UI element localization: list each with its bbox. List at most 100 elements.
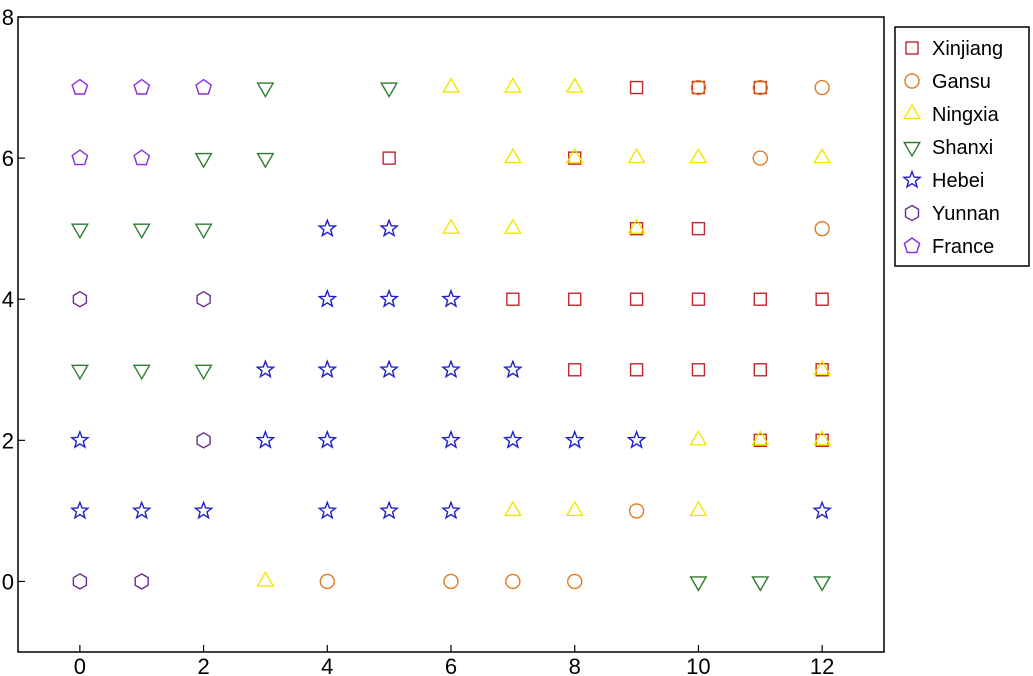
legend-label-gansu: Gansu — [932, 71, 991, 93]
data-point — [752, 150, 768, 166]
data-point — [502, 359, 523, 379]
data-point — [441, 218, 461, 234]
data-point — [440, 288, 462, 308]
series-ningxia — [256, 77, 832, 587]
series-hebei — [69, 218, 833, 520]
data-point — [691, 80, 706, 95]
data-point — [194, 364, 213, 381]
legend-marker-yunnan — [904, 204, 920, 222]
data-point — [628, 503, 645, 519]
x-tick-label: 8 — [569, 654, 581, 676]
y-tick-label: 4 — [2, 287, 14, 312]
data-point — [443, 573, 459, 590]
data-point — [629, 292, 644, 306]
data-points — [69, 77, 833, 592]
data-point — [317, 429, 338, 449]
x-axis: 0 2 4 6 8 10 12 — [74, 645, 834, 676]
data-point — [317, 359, 338, 379]
data-point — [627, 147, 646, 164]
data-point — [815, 292, 829, 306]
data-point — [627, 218, 646, 234]
data-point — [196, 431, 211, 449]
data-point — [69, 500, 90, 520]
data-point — [382, 151, 396, 165]
data-point — [503, 77, 522, 93]
data-point — [256, 152, 275, 169]
data-point — [753, 292, 767, 306]
legend: Xinjiang Gansu Ningxia Shanxi Hebei Yunnan Fra… — [894, 26, 1030, 267]
legend-marker-france — [903, 237, 921, 254]
data-point — [317, 288, 338, 308]
data-point — [440, 429, 462, 449]
data-point — [194, 223, 213, 240]
data-point — [505, 573, 521, 590]
data-point — [751, 576, 770, 592]
legend-label-ningxia: Ningxia — [932, 104, 1000, 126]
series-yunnan — [72, 290, 211, 590]
data-point — [194, 152, 213, 169]
legend-marker-shanxi — [902, 141, 922, 158]
data-point — [564, 429, 585, 449]
y-axis: 0 2 4 6 8 — [2, 5, 25, 594]
data-point — [379, 218, 400, 238]
data-point — [71, 149, 89, 166]
data-point — [69, 429, 90, 449]
data-point — [133, 78, 151, 95]
data-point — [691, 363, 706, 377]
data-point — [813, 576, 832, 592]
legend-label-yunnan: Yunnan — [932, 203, 1000, 225]
data-point — [689, 576, 708, 592]
series-shanxi — [70, 82, 832, 592]
data-point — [565, 147, 584, 164]
data-point — [196, 290, 211, 308]
data-point — [690, 79, 707, 96]
data-point — [567, 573, 583, 590]
data-point — [440, 500, 462, 520]
data-point — [813, 429, 832, 446]
data-point — [132, 364, 151, 381]
data-point — [752, 79, 768, 96]
series-france — [71, 78, 213, 166]
data-point — [132, 223, 151, 240]
data-point — [319, 573, 335, 590]
data-point — [689, 429, 708, 446]
series-gansu — [319, 79, 830, 590]
plot-area — [17, 16, 885, 653]
data-point — [503, 218, 522, 234]
data-point — [379, 359, 400, 379]
data-point — [506, 292, 520, 306]
data-point — [689, 147, 708, 164]
y-tick-label: 6 — [2, 146, 14, 171]
legend-marker-gansu — [904, 73, 920, 89]
data-point — [626, 429, 647, 449]
data-point — [753, 363, 767, 377]
data-point — [380, 82, 399, 98]
data-point — [503, 147, 522, 164]
data-point — [503, 500, 522, 517]
data-point — [440, 359, 462, 379]
legend-marker-hebei — [901, 169, 923, 189]
data-point — [502, 429, 523, 449]
data-point — [689, 500, 708, 517]
data-point — [751, 429, 770, 446]
data-point — [133, 149, 151, 166]
data-point — [568, 292, 582, 306]
x-tick-label: 0 — [74, 654, 86, 676]
data-point — [814, 79, 830, 96]
data-point — [131, 500, 152, 520]
data-point — [813, 147, 832, 164]
x-tick-label: 4 — [321, 654, 333, 676]
data-point — [70, 223, 89, 240]
data-point — [629, 363, 644, 377]
legend-marker-xinjiang — [905, 41, 919, 55]
x-tick-label: 10 — [686, 654, 710, 676]
data-point — [193, 500, 214, 520]
data-point — [691, 221, 706, 236]
data-point — [134, 573, 149, 590]
data-point — [72, 290, 88, 308]
y-tick-label: 0 — [2, 569, 14, 594]
legend-label-shanxi: Shanxi — [932, 137, 993, 159]
data-point — [568, 363, 582, 377]
y-tick-label: 2 — [2, 428, 14, 453]
